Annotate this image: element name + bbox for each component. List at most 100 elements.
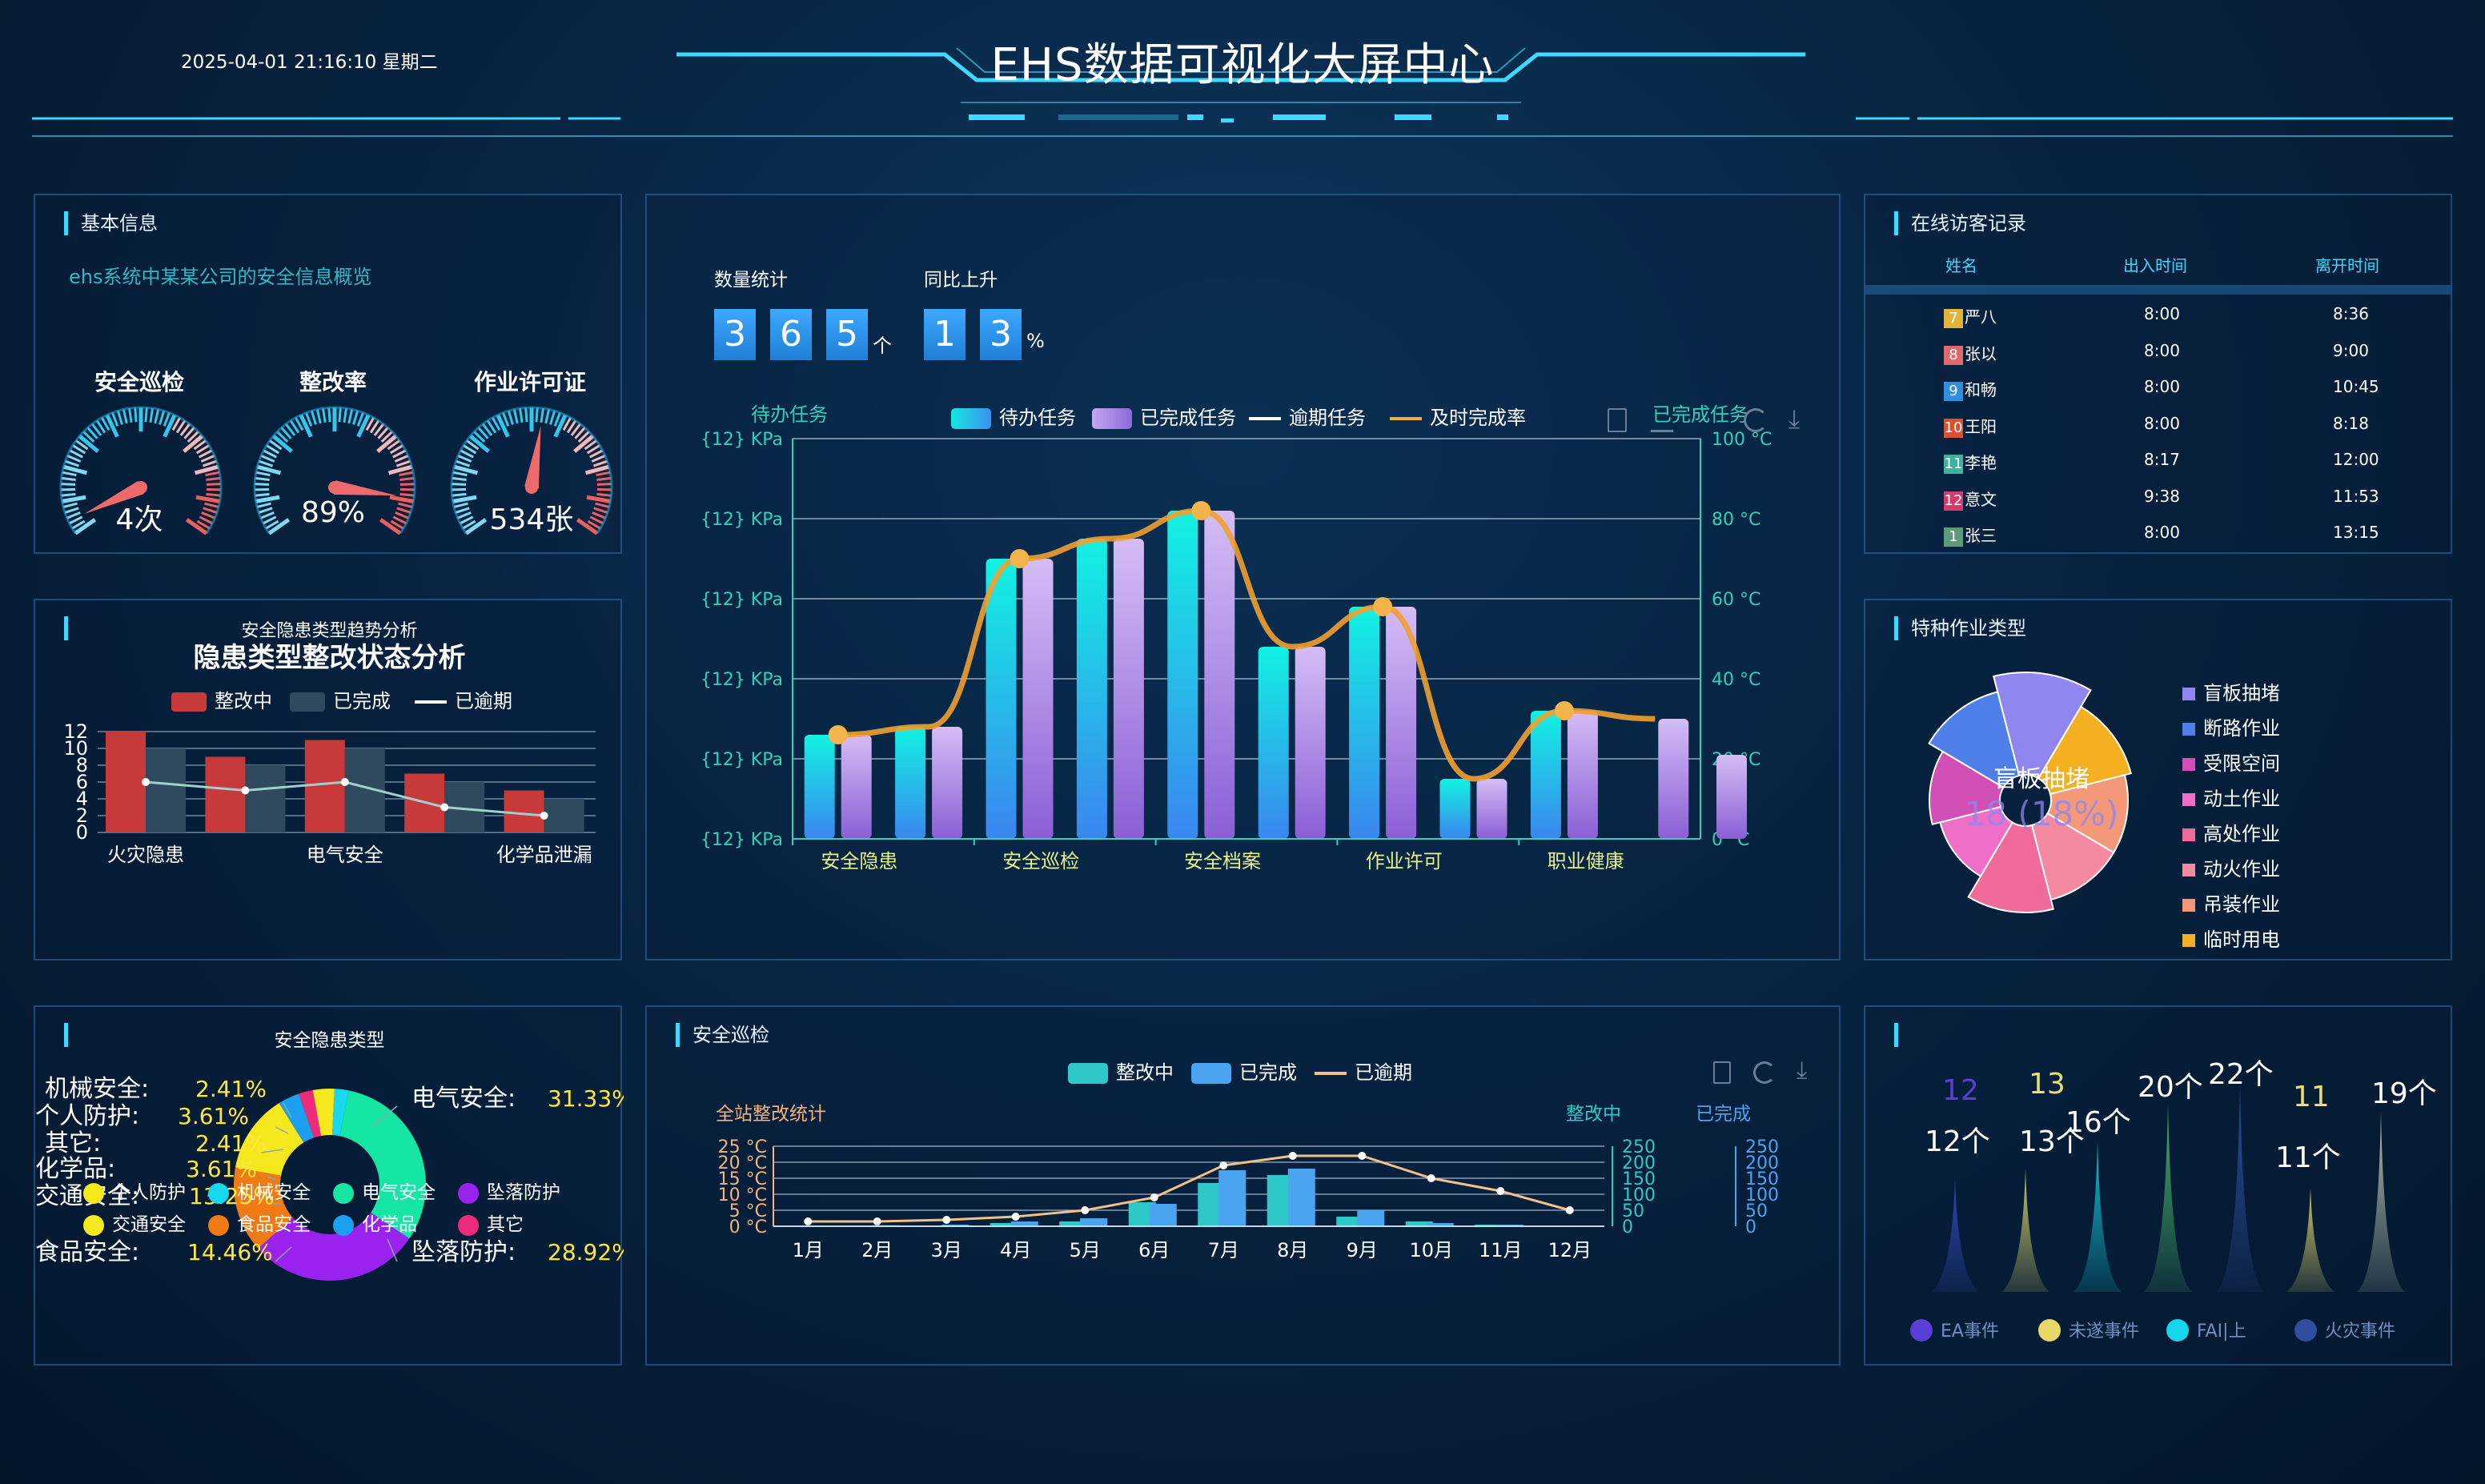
- legend-label: 未遂事件: [2069, 1322, 2139, 1342]
- hazard-legend-item[interactable]: 其它: [458, 1209, 524, 1236]
- legend-item-a[interactable]: 整改中: [171, 685, 272, 713]
- gauge-tick: [206, 487, 222, 491]
- table-row[interactable]: 9 和畅 8:00 10:45: [1865, 369, 2458, 404]
- y-tick-label: 60 °C: [1712, 590, 1760, 610]
- callout-value: 3.61%: [186, 1156, 257, 1182]
- special-legend-item[interactable]: 高处作业: [2182, 818, 2280, 846]
- table-row[interactable]: 7 严八 8:00 8:36: [1865, 296, 2458, 331]
- gauge-tick: [453, 502, 468, 508]
- download-icon[interactable]: ⤓: [1797, 1057, 1808, 1085]
- gauge-tick: [462, 519, 476, 530]
- yoy-digits: 1 3 %: [924, 309, 1084, 360]
- legend-item-c[interactable]: 已逾期: [415, 685, 512, 713]
- bar-completed: [1218, 1170, 1247, 1226]
- gauge-tick: [589, 449, 604, 459]
- donut-slice: [312, 1089, 335, 1136]
- refresh-icon[interactable]: [1753, 1061, 1776, 1084]
- gauge-tick: [356, 412, 364, 427]
- document-icon[interactable]: [1713, 1061, 1731, 1084]
- gauge-tick: [262, 515, 277, 525]
- legend-dot: [458, 1214, 479, 1236]
- refresh-icon[interactable]: [1744, 408, 1768, 432]
- table-row[interactable]: 8 张以 8:00 9:00: [1865, 333, 2458, 368]
- y-tick-label: 100 °C: [1712, 430, 1772, 450]
- hazard-legend-item[interactable]: 化学品: [333, 1209, 417, 1236]
- gauge-tick: [255, 471, 271, 477]
- legend-overdue[interactable]: 已逾期: [1315, 1057, 1412, 1085]
- legend-label: FAI|上: [2197, 1322, 2246, 1342]
- legend-dot: [458, 1182, 479, 1204]
- table-row[interactable]: 1 张三 8:00 13:15: [1865, 515, 2458, 550]
- hazard-legend-item[interactable]: 交通安全: [83, 1209, 186, 1236]
- table-row[interactable]: 10 王阳 8:00 8:18: [1865, 406, 2458, 441]
- event-spike: [2216, 1084, 2264, 1292]
- gauge-tick: [71, 519, 86, 530]
- hazard-legend-item[interactable]: 电气安全: [333, 1177, 436, 1204]
- bar-rectifying: [106, 732, 146, 832]
- special-ops-legend: 盲板抽堵断路作业受限空间动土作业高处作业动火作业吊装作业临时用电: [2182, 677, 2439, 952]
- gauge-tick: [194, 464, 219, 475]
- event-spike: [2074, 1140, 2122, 1292]
- bar-todo: [1076, 539, 1107, 839]
- gauge-needle: [333, 480, 397, 496]
- hazard-legend-item[interactable]: 机械安全: [208, 1177, 311, 1204]
- document-icon[interactable]: [1608, 408, 1627, 432]
- special-legend-item[interactable]: 动土作业: [2182, 783, 2280, 811]
- gauge-tick: [122, 409, 128, 424]
- special-legend-item[interactable]: 盲板抽堵: [2182, 677, 2280, 705]
- gauge-tick: [196, 519, 211, 530]
- table-row[interactable]: 12 意文 9:38 11:53: [1865, 479, 2458, 514]
- gauge-tick: [457, 511, 472, 519]
- special-legend-item[interactable]: 吊装作业: [2182, 888, 2280, 916]
- gauge-tick: [64, 507, 79, 514]
- hazard-legend-item[interactable]: 食品安全: [208, 1209, 311, 1236]
- special-legend-item[interactable]: 断路作业: [2182, 712, 2280, 740]
- yoy-unit: %: [1026, 330, 1045, 352]
- y-tick-label: 50: [1745, 1201, 1768, 1221]
- legend-todo[interactable]: 待办任务: [951, 402, 1076, 430]
- gauge-tick: [596, 476, 612, 481]
- gauge-tick: [379, 518, 402, 535]
- hazard-legend-item[interactable]: 个人防护: [83, 1177, 186, 1204]
- gauge-arc: [253, 406, 416, 535]
- legend-label: 电气安全: [362, 1182, 436, 1203]
- download-icon[interactable]: ⤓: [1788, 403, 1801, 434]
- legend-completed[interactable]: 已完成: [1191, 1057, 1297, 1085]
- callout-label: 其它:: [45, 1129, 101, 1157]
- hazard-legend-item[interactable]: 坠落防护: [458, 1177, 560, 1204]
- rank-badge: 1: [1944, 527, 1963, 547]
- gauge-tick: [395, 511, 409, 519]
- legend-overdue[interactable]: 逾期任务: [1249, 402, 1366, 430]
- gauge-tick: [204, 502, 219, 508]
- legend-rate[interactable]: 及时完成率: [1390, 402, 1526, 430]
- special-legend-item[interactable]: 临时用电: [2182, 924, 2280, 952]
- event-value-label: 19个: [2371, 1077, 2437, 1110]
- special-legend-item[interactable]: 动火作业: [2182, 853, 2280, 881]
- legend-done[interactable]: 已完成任务: [1092, 402, 1236, 430]
- legend-item-b[interactable]: 已完成: [290, 685, 391, 713]
- x-tick-label: 安全巡检: [1002, 850, 1079, 872]
- rank-badge: 8: [1944, 345, 1963, 365]
- bar-completed: [1010, 1221, 1038, 1226]
- bar-completed: [1357, 1210, 1385, 1226]
- callout-value: 2.41%: [195, 1130, 267, 1157]
- x-tick-label: 火灾隐患: [107, 844, 184, 866]
- legend-dot: [83, 1214, 104, 1236]
- gauge-tick: [473, 431, 486, 443]
- table-row[interactable]: 11 李艳 8:17 12:00: [1865, 442, 2458, 477]
- legend-rectifying[interactable]: 整改中: [1068, 1057, 1174, 1085]
- callout-line: [275, 1126, 289, 1134]
- gauge-tick: [185, 518, 208, 535]
- right-axis-title: 已完成任务: [1652, 403, 1748, 426]
- gauge-tick: [456, 459, 471, 467]
- callout-line: [371, 1105, 398, 1128]
- special-legend-item[interactable]: 受限空间: [2182, 748, 2280, 776]
- y-tick-label: 12: [63, 720, 88, 743]
- event-value-label: 12: [1942, 1074, 1979, 1107]
- gauge-tick: [587, 519, 601, 530]
- bar-completed: [1149, 1204, 1177, 1226]
- visitor-name: 8 张以: [1944, 341, 1997, 365]
- gauge-tick: [338, 407, 342, 423]
- bar-chart-icon[interactable]: [1651, 407, 1673, 432]
